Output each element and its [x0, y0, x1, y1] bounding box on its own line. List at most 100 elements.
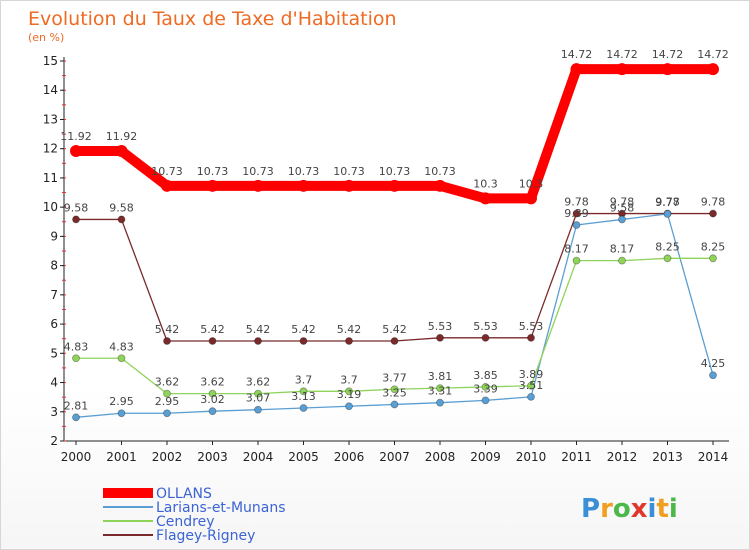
x-tick-label: 2010 [516, 450, 547, 464]
logo-letter: o [613, 494, 631, 524]
data-label: 5.53 [473, 320, 498, 333]
data-label: 9.58 [109, 201, 134, 214]
series-point [208, 389, 217, 398]
y-tick-label: 10 [43, 200, 58, 214]
series-point [707, 63, 719, 76]
data-label: 3.39 [473, 382, 498, 395]
series-line-3 [75, 212, 714, 342]
series-point [709, 209, 717, 218]
series-line-0 [71, 64, 718, 204]
proxiti-logo: Proxiti [581, 494, 678, 524]
series-point [618, 256, 626, 265]
logo-letter: t [656, 494, 668, 524]
series-point [115, 145, 128, 158]
y-tick-label: 9 [50, 229, 58, 243]
y-tick-label: 4 [50, 376, 58, 390]
x-tick-label: 2001 [106, 450, 137, 464]
x-tick-label: 2006 [334, 450, 365, 464]
data-label: 10.3 [473, 177, 498, 190]
series-point [661, 63, 674, 76]
logo-letter: i [648, 494, 657, 524]
x-tick-label: 2013 [652, 450, 683, 464]
series-point [254, 389, 262, 398]
data-label: 8.17 [610, 243, 635, 256]
series-point [117, 409, 126, 418]
data-label: 2.95 [109, 395, 134, 408]
series-point [434, 179, 446, 192]
data-label: 8.17 [564, 243, 589, 256]
series-point [709, 371, 717, 380]
x-tick-label: 2004 [243, 450, 274, 464]
series-point [345, 387, 353, 396]
logo-letter: r [600, 494, 613, 524]
data-label: 5.42 [291, 323, 316, 336]
data-label: 5.42 [155, 323, 180, 336]
series-point [436, 384, 444, 392]
data-label: 3.31 [428, 385, 453, 398]
series-point [663, 209, 672, 218]
series-point [436, 333, 444, 342]
series-point [709, 254, 717, 263]
data-label: 2.81 [64, 399, 89, 412]
series-point [252, 179, 264, 192]
data-label: 14.72 [697, 48, 729, 61]
series-point [570, 63, 583, 76]
series-point [117, 215, 126, 224]
series-point [572, 221, 581, 229]
legend-label: Larians-et-Munans [156, 500, 286, 516]
data-label: 5.42 [337, 323, 362, 336]
data-label: 5.53 [428, 320, 453, 333]
series-point [297, 179, 310, 192]
logo-letter: P [581, 494, 600, 524]
y-tick-label: 8 [50, 259, 58, 273]
series-point [479, 192, 492, 205]
series-point [163, 409, 171, 418]
series-point [161, 179, 173, 192]
data-label: 3.77 [382, 371, 407, 384]
data-label: 3.51 [519, 379, 544, 392]
series-point [254, 405, 262, 414]
data-label: 3.62 [246, 376, 271, 389]
data-label: 9.58 [64, 201, 89, 214]
series-point [299, 387, 308, 396]
series-point [208, 337, 217, 345]
series-point [481, 396, 490, 405]
chart-unit: (en %) [28, 31, 64, 44]
x-tick-label: 2003 [197, 450, 228, 464]
data-label: 14.72 [606, 48, 638, 61]
series-point [527, 392, 535, 401]
series-point [72, 354, 80, 363]
series-point [390, 337, 399, 345]
series-point [481, 333, 490, 342]
series-point [72, 215, 80, 224]
x-tick-label: 2009 [470, 450, 501, 464]
series-point [481, 383, 490, 391]
legend-label: OLLANS [156, 486, 212, 502]
data-label: 10.73 [288, 165, 320, 178]
y-tick-label: 15 [43, 54, 58, 68]
data-label: 9.58 [610, 201, 635, 214]
series-point [70, 145, 82, 158]
y-tick-label: 11 [43, 171, 58, 185]
x-tick-label: 2005 [288, 450, 319, 464]
y-tick-label: 12 [43, 142, 58, 156]
series-point [163, 389, 171, 398]
y-tick-label: 14 [43, 83, 58, 97]
data-label: 9.78 [701, 196, 726, 209]
series-point [616, 63, 628, 76]
series-point [388, 179, 401, 192]
data-label: 10.73 [151, 165, 183, 178]
data-label: 3.25 [382, 386, 407, 399]
series-point [572, 209, 581, 218]
data-label: 3.62 [200, 376, 225, 389]
data-label: 3.7 [295, 373, 313, 386]
y-tick-label: 13 [43, 112, 58, 126]
series-point [527, 333, 535, 342]
data-label: 14.72 [561, 48, 593, 61]
axes: 2 3 4 5 6 7 8 9 10 11 12 13 14 15 2000 2001 2002 2003 2004… [43, 54, 729, 464]
y-tick-label: 3 [50, 405, 58, 419]
x-tick-label: 2011 [561, 450, 592, 464]
series-point [208, 407, 217, 416]
data-label: 5.42 [246, 323, 271, 336]
data-label: 8.25 [701, 240, 726, 253]
